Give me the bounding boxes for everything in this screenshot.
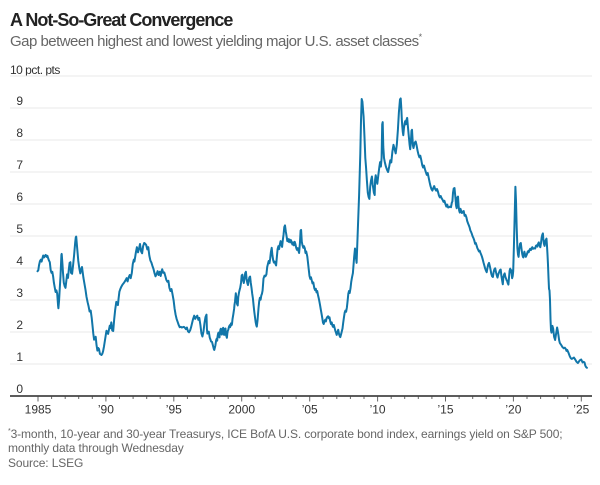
svg-text:2: 2 — [16, 318, 23, 332]
svg-text:5: 5 — [16, 222, 23, 236]
svg-text:8: 8 — [16, 126, 23, 140]
svg-text:’25: ’25 — [573, 403, 589, 417]
svg-text:1: 1 — [16, 350, 23, 364]
svg-text:’90: ’90 — [98, 403, 114, 417]
svg-text:0: 0 — [16, 382, 23, 396]
svg-text:3: 3 — [16, 286, 23, 300]
svg-text:6: 6 — [16, 190, 23, 204]
svg-text:4: 4 — [16, 254, 23, 268]
svg-text:’05: ’05 — [302, 403, 318, 417]
svg-text:’10: ’10 — [370, 403, 386, 417]
svg-text:1985: 1985 — [25, 403, 52, 417]
svg-text:7: 7 — [16, 158, 23, 172]
svg-text:’15: ’15 — [437, 403, 453, 417]
svg-text:9: 9 — [16, 94, 23, 108]
svg-text:’95: ’95 — [166, 403, 182, 417]
svg-text:2000: 2000 — [228, 403, 255, 417]
svg-text:’20: ’20 — [505, 403, 521, 417]
